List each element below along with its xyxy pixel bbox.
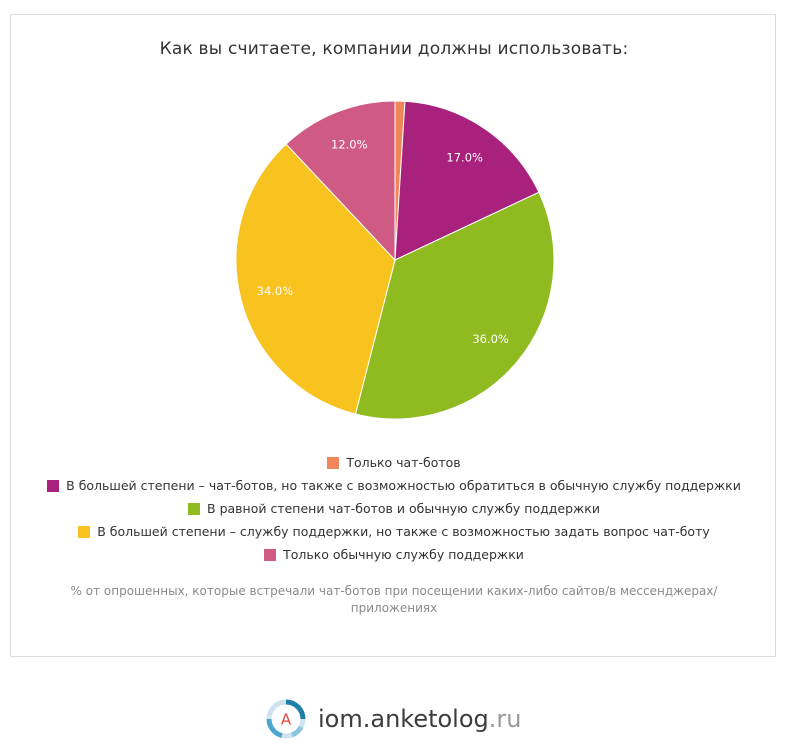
chart-title: Как вы считаете, компании должны использ… <box>159 39 629 59</box>
anketolog-logo-icon: A <box>266 699 306 739</box>
legend-label: В большей степени – чат-ботов, но также … <box>66 478 741 493</box>
brand-name-tld: .ru <box>488 705 522 733</box>
pie-slice-4[interactable] <box>235 143 396 415</box>
logo-letter: A <box>281 711 292 729</box>
slice-value-label-3: 36.0% <box>472 332 509 346</box>
legend-label: В равной степени чат-ботов и обычную слу… <box>207 501 600 516</box>
slice-value-label-4: 34.0% <box>257 284 294 298</box>
legend-swatch <box>264 548 277 561</box>
legend-swatch <box>327 456 340 469</box>
legend-item-2[interactable]: В большей степени – чат-ботов, но также … <box>11 474 777 497</box>
legend-swatch <box>78 525 91 538</box>
legend-item-5[interactable]: Только обычную службу поддержки <box>11 543 777 566</box>
brand-name[interactable]: iom.anketolog.ru <box>318 705 521 733</box>
brand-footer[interactable]: A iom.anketolog.ru <box>262 696 521 742</box>
pie-chart: 17.0% 36.0% 34.0% 12.0% <box>235 100 555 420</box>
chart-card: Как вы считаете, компании должны использ… <box>10 14 776 657</box>
legend-item-3[interactable]: В равной степени чат-ботов и обычную слу… <box>11 497 777 520</box>
slice-value-label-5: 12.0% <box>331 138 368 152</box>
legend-item-4[interactable]: В большей степени – службу поддержки, но… <box>11 520 777 543</box>
legend-label: В большей степени – службу поддержки, но… <box>97 524 710 539</box>
pie-slice-2[interactable] <box>394 100 540 261</box>
brand-name-main: iom.anketolog <box>318 705 489 733</box>
legend-item-1[interactable]: Только чат-ботов <box>11 451 777 474</box>
chart-note: % от опрошенных, которые встречали чат-б… <box>70 584 718 615</box>
pie-slice-3[interactable] <box>354 191 555 420</box>
legend-swatch <box>47 479 60 492</box>
legend-swatch <box>188 502 201 515</box>
legend-label: Только обычную службу поддержки <box>283 547 524 562</box>
legend-label: Только чат-ботов <box>346 455 461 470</box>
slice-value-label-2: 17.0% <box>446 150 483 164</box>
pie-slice-5[interactable] <box>285 100 396 262</box>
chart-legend: Только чат-ботов В большей степени – чат-… <box>11 451 777 566</box>
